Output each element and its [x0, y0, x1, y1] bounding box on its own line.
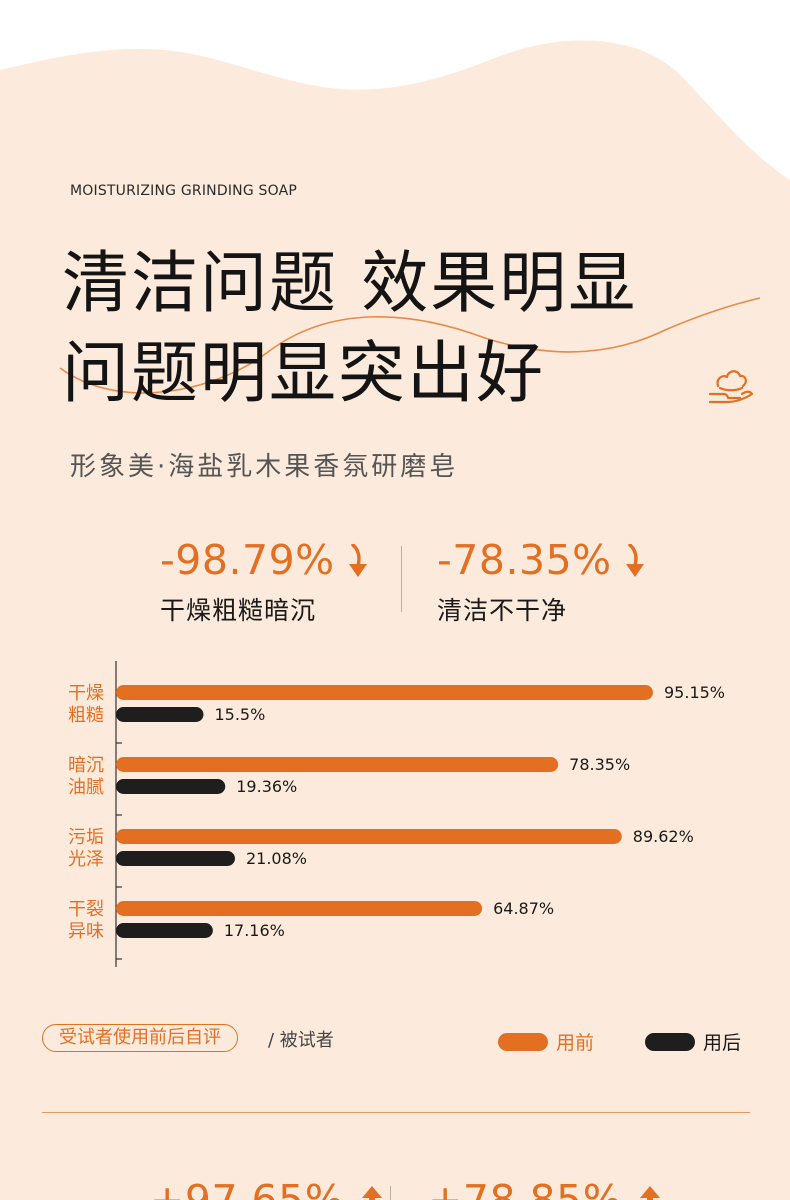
bottom-stat-divider — [390, 1186, 391, 1200]
legend-swatch-before — [498, 1032, 548, 1051]
arrow-up-icon — [640, 1185, 661, 1200]
arrow-up-icon — [362, 1185, 383, 1200]
legend-before: 用前 — [498, 1028, 594, 1055]
category-label: 干燥 — [68, 683, 104, 704]
legend-label-before: 用前 — [556, 1032, 595, 1054]
stat-card-1: -98.79% 干燥粗糙暗沉 — [160, 540, 369, 627]
soap-foam-icon — [708, 370, 754, 404]
legend-label-after: 用后 — [703, 1032, 742, 1054]
bar-before — [116, 829, 622, 844]
category-label: 异味 — [68, 921, 104, 942]
category-label: 光泽 — [68, 849, 104, 870]
bar-value-label: 19.36% — [236, 777, 297, 796]
arrow-down-icon — [348, 543, 367, 577]
legend-after: 用后 — [645, 1028, 741, 1055]
background-wave — [0, 0, 790, 394]
category-label: 暗沉 — [68, 755, 104, 776]
bar-after — [116, 707, 204, 722]
bar-value-label: 78.35% — [569, 755, 630, 774]
bar-value-label: 21.08% — [246, 849, 307, 868]
section-divider — [42, 1112, 750, 1113]
bottom-stat-2: +78.85% — [428, 1180, 662, 1200]
stat-label: 清洁不干净 — [437, 596, 568, 625]
bar-after — [116, 923, 213, 938]
headline-line-1: 清洁问题 效果明显 — [62, 244, 638, 322]
bar-value-label: 15.5% — [214, 705, 265, 724]
legend-separator: / 被试者 — [268, 1030, 334, 1051]
subtitle: 形象美·海盐乳木果香氛研磨皂 — [70, 452, 459, 482]
stat-card-2: -78.35% 清洁不干净 — [437, 540, 646, 627]
stat-value: -78.35% — [437, 536, 612, 584]
category-label: 油腻 — [68, 777, 104, 798]
bar-before — [116, 757, 559, 772]
bar-value-label: 89.62% — [633, 827, 694, 846]
category-label: 污垢 — [68, 827, 104, 848]
category-label: 粗糙 — [68, 705, 104, 726]
bottom-stat-1: +97.65% — [150, 1180, 384, 1200]
arrow-down-icon — [625, 543, 644, 577]
bar-value-label: 17.16% — [224, 921, 285, 940]
bar-value-label: 64.87% — [493, 899, 554, 918]
stat-value: -98.79% — [160, 536, 335, 584]
bar-after — [116, 779, 226, 794]
legend-tag: 受试者使用前后自评 — [42, 1024, 238, 1052]
bottom-stat-value: +97.65% — [150, 1176, 345, 1200]
stat-divider — [401, 546, 402, 612]
category-label: 干裂 — [68, 899, 104, 920]
bottom-stat-value: +78.85% — [428, 1176, 623, 1200]
eyebrow-text: MOISTURIZING GRINDING SOAP — [70, 183, 297, 199]
headline-line-2: 问题明显突出好 — [62, 334, 545, 412]
stat-label: 干燥粗糙暗沉 — [160, 596, 317, 625]
legend-swatch-after — [645, 1032, 695, 1051]
bar-value-label: 95.15% — [664, 683, 725, 702]
bar-after — [116, 851, 235, 866]
bar-before — [116, 685, 653, 700]
bar-before — [116, 901, 483, 916]
